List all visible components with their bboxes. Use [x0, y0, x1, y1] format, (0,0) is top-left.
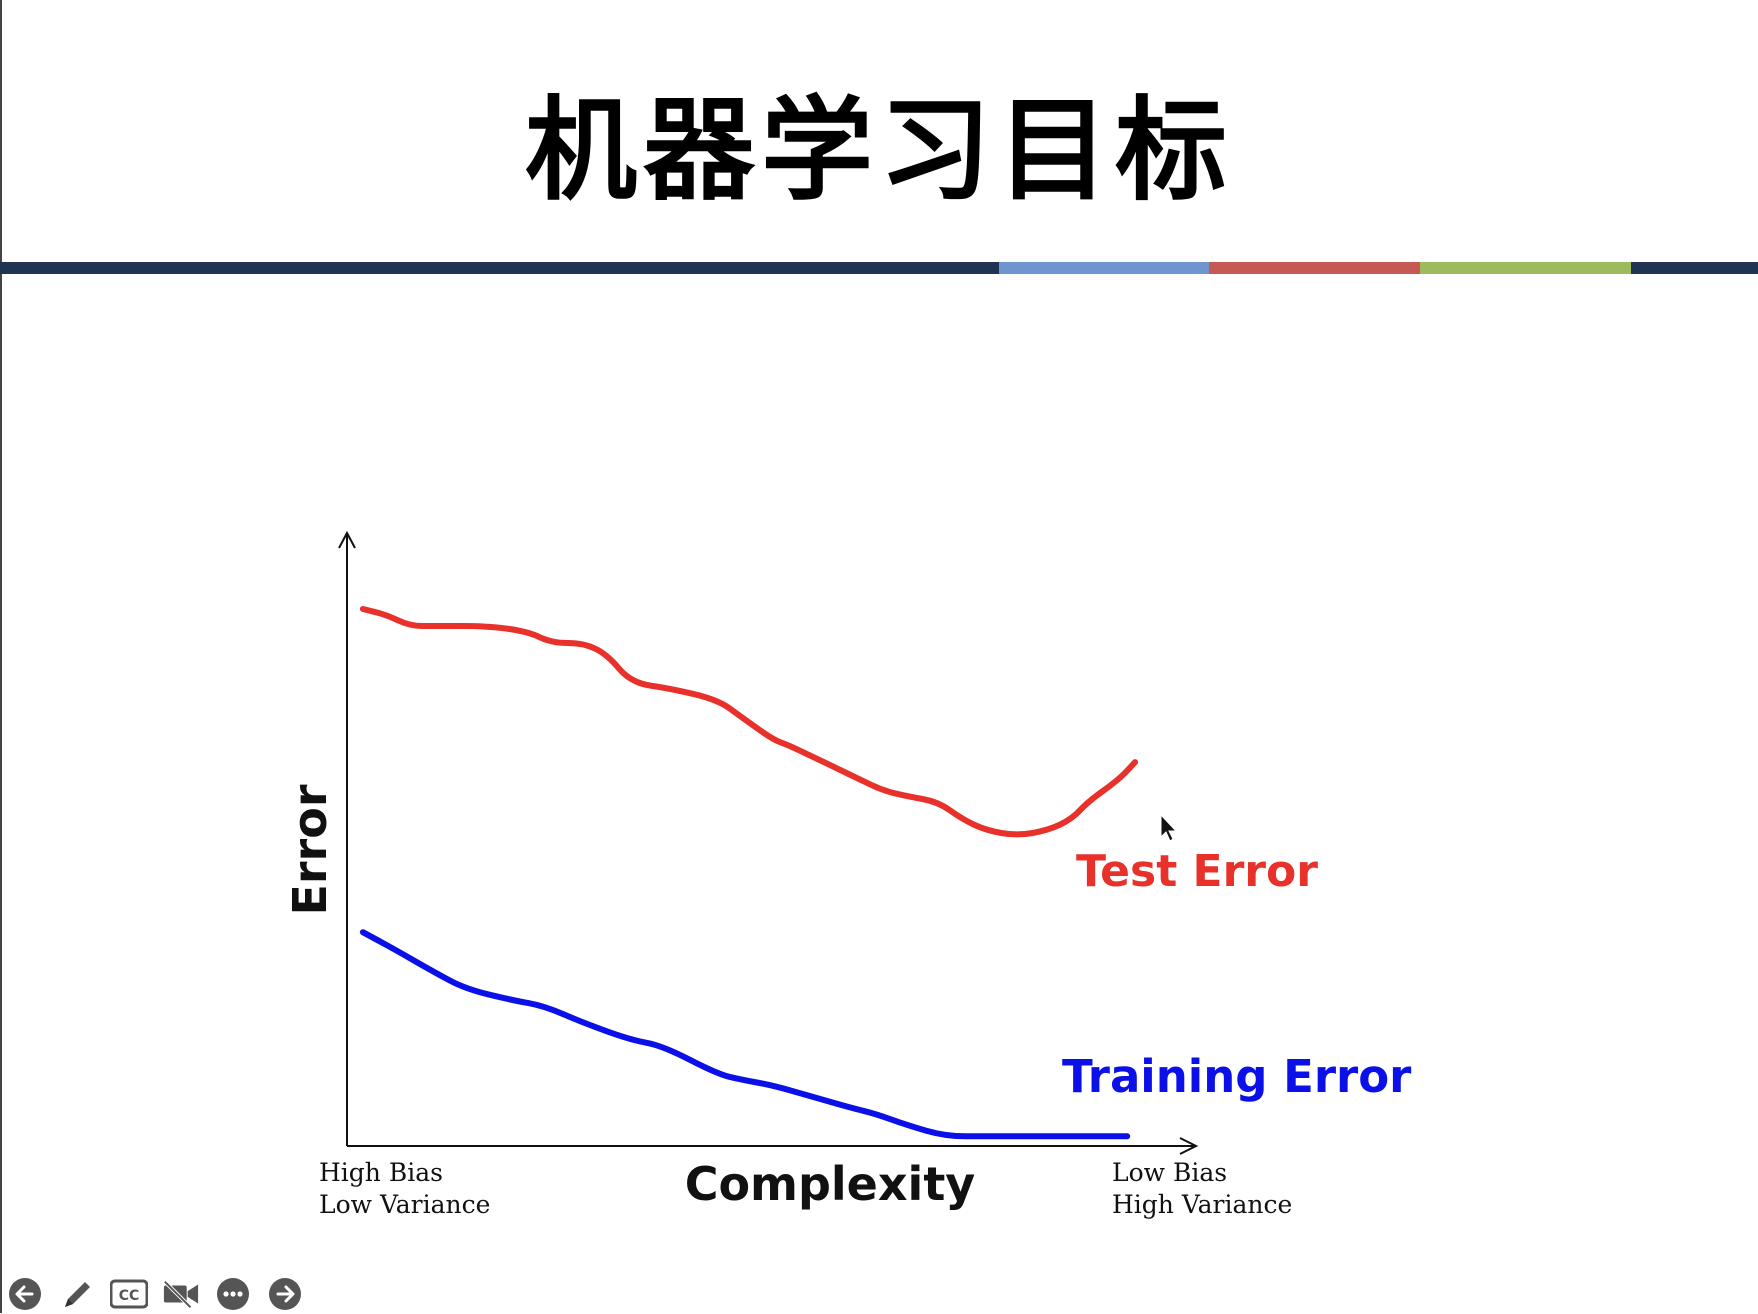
x-right-label-line2: High Variance [1112, 1190, 1292, 1219]
forward-button[interactable] [266, 1275, 304, 1313]
x-left-label-line1: High Bias [319, 1158, 443, 1187]
video-off-button[interactable] [162, 1275, 200, 1313]
pen-button[interactable] [58, 1275, 96, 1313]
more-button[interactable] [214, 1275, 252, 1313]
y-axis-arrowhead [338, 530, 356, 549]
series-label-training-error: Training Error [1062, 1050, 1412, 1103]
error-complexity-chart: Test Error Training Error Error Complexi… [283, 530, 1412, 1219]
presentation-toolbar: CC [6, 1274, 318, 1314]
video-off-icon [163, 1280, 199, 1309]
x-axis-arrowhead [1179, 1137, 1199, 1155]
captions-icon: CC [110, 1279, 148, 1309]
title-bar-segment-1 [998, 262, 1210, 274]
y-axis-label: Error [283, 784, 337, 915]
title-bar-segment-2 [1209, 262, 1421, 274]
more-icon [217, 1278, 249, 1310]
back-button[interactable] [6, 1275, 44, 1313]
forward-arrow-icon [269, 1278, 301, 1310]
slide-title: 机器学习目标 [525, 86, 1233, 216]
captions-button[interactable]: CC [110, 1275, 148, 1313]
series-label-test-error: Test Error [1076, 846, 1318, 897]
title-bar-segment-0 [0, 262, 999, 274]
x-left-label-line2: Low Variance [319, 1190, 490, 1219]
x-axis-label: Complexity [685, 1157, 976, 1211]
captions-label: CC [119, 1288, 140, 1304]
x-right-label-line1: Low Bias [1112, 1158, 1227, 1187]
series-line-training-error [359, 929, 1131, 1140]
pen-icon [65, 1282, 90, 1307]
window-left-border [0, 0, 2, 1313]
back-arrow-icon [9, 1278, 41, 1310]
series-line-test-error [359, 606, 1139, 838]
mouse-cursor-icon [1160, 813, 1178, 842]
title-accent-bar [0, 262, 1758, 274]
title-bar-segment-3 [1420, 262, 1632, 274]
title-bar-segment-4 [1631, 262, 1758, 274]
